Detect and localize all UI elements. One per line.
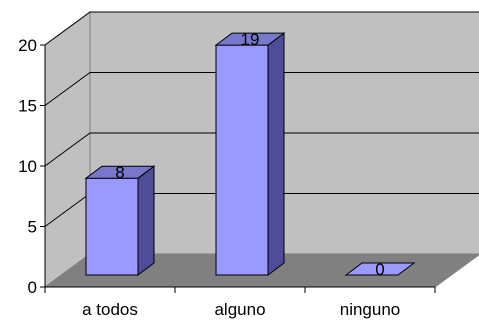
bar-group: 19 bbox=[214, 30, 286, 276]
bar-top bbox=[84, 165, 156, 179]
x-tick-label: ninguno bbox=[340, 300, 401, 319]
x-tick-label: alguno bbox=[214, 300, 265, 319]
bar-top bbox=[214, 32, 286, 46]
y-tick-label: 0 bbox=[28, 278, 37, 297]
y-axis: 0 5 10 15 20 bbox=[18, 36, 46, 297]
data-label: 8 bbox=[115, 163, 124, 182]
y-tick-label: 15 bbox=[18, 97, 37, 116]
gridline bbox=[44, 132, 479, 167]
y-tick-label: 10 bbox=[18, 157, 37, 176]
gridline bbox=[44, 72, 479, 106]
gridline bbox=[44, 11, 479, 46]
bars: 8 19 0 bbox=[84, 30, 416, 279]
bar-group: 0 bbox=[344, 260, 416, 279]
bar-top bbox=[344, 262, 416, 276]
bar-side bbox=[137, 165, 155, 276]
data-label: 0 bbox=[375, 260, 384, 279]
y-tick-label: 5 bbox=[28, 218, 37, 237]
bar-side bbox=[267, 32, 285, 276]
bar bbox=[85, 177, 139, 276]
x-axis: a todos alguno ninguno bbox=[44, 286, 436, 319]
x-tick-label: a todos bbox=[82, 300, 138, 319]
bar-group: 8 bbox=[84, 163, 156, 276]
y-tick-label: 20 bbox=[18, 36, 37, 55]
data-label: 19 bbox=[241, 30, 260, 49]
bar bbox=[215, 44, 269, 276]
